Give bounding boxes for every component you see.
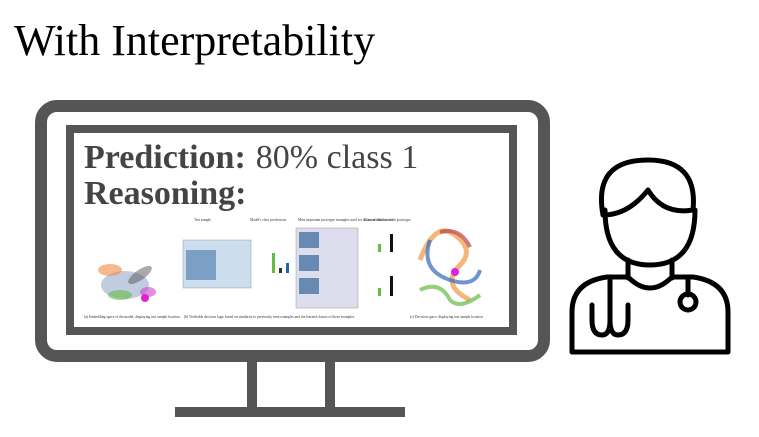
bar-icon [390, 234, 393, 252]
bar-icon [279, 268, 282, 273]
figure-label: Most important prototype examples used f… [298, 218, 394, 222]
test-sample-marker [451, 268, 459, 276]
bar-icon [378, 244, 381, 252]
prediction-value: 80% class 1 [256, 139, 418, 176]
caption: (c) Decision space, displaying test samp… [410, 315, 483, 320]
scatter-curve [419, 284, 482, 306]
scatter-blob [108, 290, 132, 300]
doctor-body [569, 274, 731, 355]
doctor-icon [569, 157, 731, 355]
scatter-blob [98, 264, 122, 276]
caption: (a) Embedding space of the model, displa… [84, 315, 180, 320]
prediction-label: Prediction: [84, 139, 246, 176]
stethoscope [589, 277, 631, 338]
monitor-frame [35, 100, 550, 362]
caption: (b) Verifiable decision logic based on s… [184, 315, 355, 319]
figure-label: Class affiliation of the prototype [364, 218, 411, 222]
stethoscope-chestpiece [677, 291, 699, 313]
embedding-plot [98, 264, 156, 302]
reasoning-figure: (a) Embedding space of the model, displa… [84, 218, 483, 320]
scatter-curve [425, 239, 482, 285]
bar-icon [286, 263, 289, 273]
scatter-curve [439, 229, 472, 248]
scatter-blob [128, 265, 152, 285]
test-sample-marker [141, 294, 149, 302]
figure-label: Model's class predictions [250, 218, 287, 222]
title: With Interpretability [14, 16, 375, 65]
bar-icon [378, 288, 381, 296]
scatter-curve [417, 228, 472, 303]
sample-image [186, 250, 216, 280]
doctor-hair [599, 157, 696, 218]
figure-label: Test sample [194, 218, 211, 222]
doctor-face [602, 207, 698, 268]
prototype-image [299, 232, 319, 248]
reasoning-label: Reasoning: [84, 175, 246, 212]
prediction: Prediction: 80% class 1 [84, 139, 418, 176]
prototype-image [299, 255, 319, 271]
decision-plot [417, 228, 482, 306]
bar-icon [272, 253, 275, 273]
bar-icon [390, 276, 393, 296]
prototype-image [299, 278, 319, 294]
